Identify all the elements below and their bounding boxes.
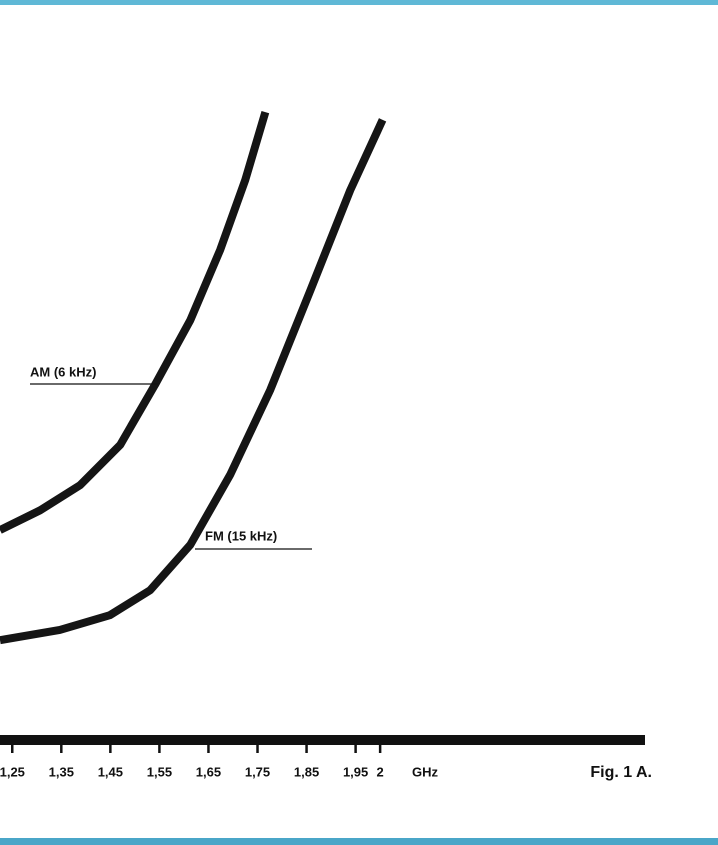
x-tick-label: 1,25 xyxy=(0,764,25,779)
x-axis-unit: GHz xyxy=(412,764,439,779)
x-tick-label: 1,55 xyxy=(147,764,172,779)
x-tick-label: 1,95 xyxy=(343,764,368,779)
curve xyxy=(0,118,387,645)
series-label: AM (6 kHz) xyxy=(30,364,96,379)
x-tick-label: 1,75 xyxy=(245,764,270,779)
x-tick-label: 1,35 xyxy=(49,764,74,779)
x-tick-label: 1,85 xyxy=(294,764,319,779)
curve xyxy=(0,111,270,534)
x-tick-label: 1,65 xyxy=(196,764,221,779)
bottom-border xyxy=(0,838,718,845)
x-tick-label: 1,45 xyxy=(98,764,123,779)
x-tick-label: 2 xyxy=(377,764,384,779)
series-label: FM (15 kHz) xyxy=(205,528,277,543)
top-border xyxy=(0,0,718,5)
caption: Fig. 1 A. xyxy=(590,764,652,781)
